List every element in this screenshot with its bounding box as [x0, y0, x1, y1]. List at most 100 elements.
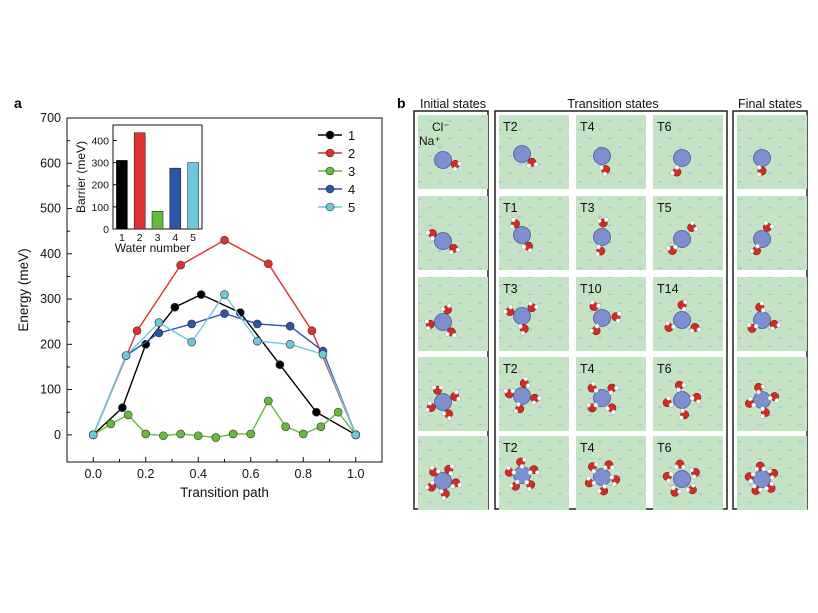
water-hydrogen	[594, 251, 600, 257]
water-hydrogen	[515, 401, 521, 407]
transition-label: T2	[503, 362, 518, 376]
water-hydrogen	[508, 304, 514, 310]
ion-sphere	[593, 147, 611, 165]
water-hydrogen	[681, 306, 687, 312]
water-hydrogen	[527, 470, 533, 476]
snapshot-grid: T2 T4 T6 T1 T3 T5 T3 T10 T14 T2 T4 T6 T2 T4 T6 Cl⁻Na⁺	[413, 110, 808, 510]
legend-marker-3	[325, 166, 335, 176]
water-hydrogen	[593, 402, 599, 408]
ion-sphere	[513, 145, 531, 163]
series-3-point	[159, 431, 168, 441]
series-1-point	[170, 302, 180, 312]
series-3-point	[281, 422, 290, 431]
water-hydrogen	[509, 224, 515, 230]
water-hydrogen	[451, 332, 457, 338]
inset-bar-2	[133, 132, 146, 230]
series-3-point	[333, 407, 343, 417]
water-hydrogen	[691, 474, 697, 480]
water-hydrogen	[429, 480, 435, 486]
series-3-point	[211, 433, 221, 442]
water-hydrogen	[593, 461, 599, 467]
water-hydrogen	[510, 388, 516, 394]
y-tick-label: 500	[40, 202, 61, 216]
transition-label: T6	[657, 362, 672, 376]
header-final-states: Final states	[738, 97, 802, 111]
legend-label-2: 2	[348, 146, 355, 161]
ion-sphere	[673, 230, 691, 248]
series-2-point	[176, 260, 185, 270]
water-hydrogen	[670, 485, 676, 491]
water-hydrogen	[609, 465, 615, 471]
water-hydrogen	[760, 384, 766, 389]
water-hydrogen	[689, 328, 695, 334]
transition-label: T2	[503, 120, 518, 134]
series-3-point	[298, 429, 308, 439]
water-hydrogen	[746, 322, 752, 328]
water-hydrogen	[525, 383, 531, 389]
barrier-inset-bar-chart: 1 2 3 4 5 0 100 200 300 400 Water number Barrier (m…	[74, 124, 203, 255]
water-hydrogen	[685, 487, 691, 493]
series-3-point	[264, 396, 273, 406]
water-hydrogen	[748, 478, 754, 484]
legend-marker-4	[325, 184, 335, 194]
water-hydrogen	[446, 415, 452, 421]
water-hydrogen	[457, 161, 463, 166]
series-3-point	[106, 419, 116, 429]
series-5-point	[154, 318, 164, 327]
ion-sphere	[593, 228, 611, 246]
water-hydrogen	[760, 406, 765, 412]
water-hydrogen	[535, 470, 540, 476]
series-3-point	[141, 429, 151, 439]
ion-sphere	[593, 389, 611, 407]
ion-sphere	[753, 149, 771, 167]
series-3-point	[176, 429, 185, 439]
water-hydrogen	[681, 382, 687, 388]
water-hydrogen	[444, 331, 450, 337]
ion-sphere	[513, 226, 531, 244]
inset-y-axis-label: Barrier (meV)	[74, 141, 88, 213]
water-hydrogen	[430, 235, 435, 241]
water-hydrogen	[527, 300, 533, 306]
series-5-point	[285, 340, 295, 349]
water-hydrogen	[763, 486, 769, 491]
na-ion-label: Na⁺	[419, 134, 441, 148]
series-3-point	[246, 429, 256, 439]
inset-y-tick-label: 400	[91, 135, 109, 147]
water-hydrogen	[749, 248, 755, 254]
water-hydrogen	[424, 318, 430, 324]
ion-sphere	[753, 230, 771, 248]
transition-label: T4	[580, 441, 595, 455]
series-3-point	[228, 429, 238, 439]
water-hydrogen	[457, 482, 463, 488]
legend-marker-1	[325, 130, 335, 140]
water-hydrogen	[511, 469, 517, 475]
water-hydrogen	[449, 463, 455, 469]
water-hydrogen	[690, 482, 696, 488]
water-hydrogen	[664, 320, 670, 326]
ion-sphere	[434, 313, 452, 331]
header-initial-states: Initial states	[420, 97, 486, 111]
water-hydrogen	[689, 395, 695, 401]
panel-a-letter: a	[14, 95, 22, 111]
water-hydrogen	[682, 299, 688, 305]
series-4-point	[285, 321, 295, 331]
water-hydrogen	[761, 466, 767, 472]
water-hydrogen	[441, 495, 447, 501]
ion-sphere	[673, 391, 691, 409]
series-5-point	[351, 430, 361, 440]
water-hydrogen	[520, 330, 526, 336]
water-hydrogen	[672, 244, 678, 250]
water-hydrogen	[431, 384, 437, 390]
series-5-point	[187, 337, 196, 347]
water-hydrogen	[523, 376, 529, 382]
initial-lattice-tile	[418, 115, 488, 189]
energy-line-chart: 0.0 0.2 0.4 0.6 0.8 1.0 0 100 200 300 400 500 600 700…	[16, 111, 383, 500]
water-hydrogen	[668, 471, 674, 477]
series-4-point	[187, 319, 196, 329]
water-hydrogen	[678, 415, 684, 421]
transition-label: T2	[503, 441, 518, 455]
legend-label-3: 3	[348, 164, 355, 179]
water-hydrogen	[602, 171, 608, 177]
cl-ion-label: Cl⁻	[432, 120, 450, 134]
water-hydrogen	[598, 165, 604, 171]
